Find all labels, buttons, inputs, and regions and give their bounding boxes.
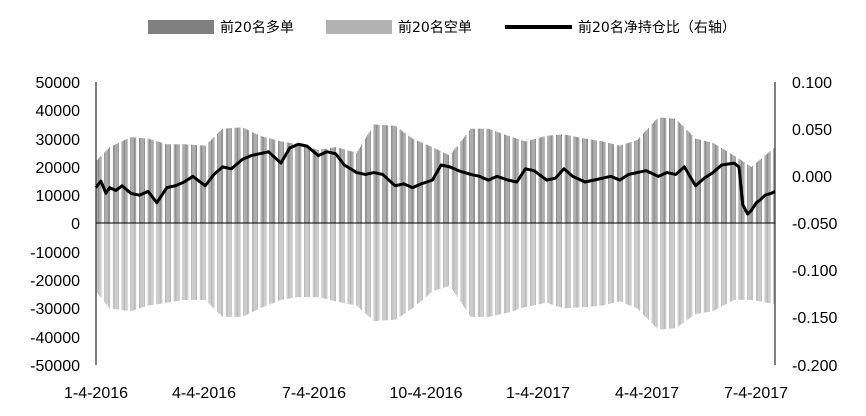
y-left-tick: 20000 (36, 160, 81, 177)
y-left-tick: -40000 (30, 330, 80, 347)
y-left-tick: 10000 (36, 188, 81, 205)
legend: 前20名多单 前20名空单 前20名净持仓比（右轴） (148, 19, 736, 36)
y-left-tick: 0 (71, 216, 80, 233)
x-tick: 4-4-2017 (615, 385, 679, 402)
legend-swatch-short (326, 20, 392, 34)
y-right-ticks: 0.100 0.050 0.000 -0.050 -0.100 -0.150 -… (792, 75, 837, 375)
legend-label-net: 前20名净持仓比（右轴） (578, 19, 736, 36)
y-right-tick: -0.150 (792, 310, 837, 327)
legend-label-long: 前20名多单 (220, 19, 294, 36)
y-left-tick: 50000 (36, 75, 81, 92)
y-right-tick: 0.000 (792, 169, 832, 186)
net-line-group (94, 142, 776, 216)
x-tick: 7-4-2017 (724, 385, 788, 402)
net-line (94, 142, 776, 216)
x-tick: 1-4-2017 (506, 385, 570, 402)
y-right-tick: 0.050 (792, 122, 832, 139)
x-tick: 7-4-2016 (282, 385, 346, 402)
y-right-tick: -0.200 (792, 358, 837, 375)
y-left-tick: -30000 (30, 301, 80, 318)
x-tick: 4-4-2016 (172, 385, 236, 402)
y-left-tick: -20000 (30, 273, 80, 290)
y-left-tick: -10000 (30, 245, 80, 262)
legend-swatch-long (148, 20, 214, 34)
y-right-tick: -0.050 (792, 216, 837, 233)
y-right-tick: 0.100 (792, 75, 832, 92)
y-left-tick: 30000 (36, 132, 81, 149)
x-ticks: 1-4-2016 4-4-2016 7-4-2016 10-4-2016 1-4… (64, 385, 788, 402)
legend-label-short: 前20名空单 (398, 19, 472, 36)
y-right-tick: -0.100 (792, 263, 837, 280)
long-bars (95, 117, 776, 224)
x-tick: 1-4-2016 (64, 385, 128, 402)
y-left-tick: -50000 (30, 358, 80, 375)
x-tick: 10-4-2016 (390, 385, 463, 402)
y-left-ticks: 50000 40000 30000 20000 10000 0 -10000 -… (30, 75, 80, 375)
y-left-tick: 40000 (36, 103, 81, 120)
short-bars (95, 223, 776, 330)
